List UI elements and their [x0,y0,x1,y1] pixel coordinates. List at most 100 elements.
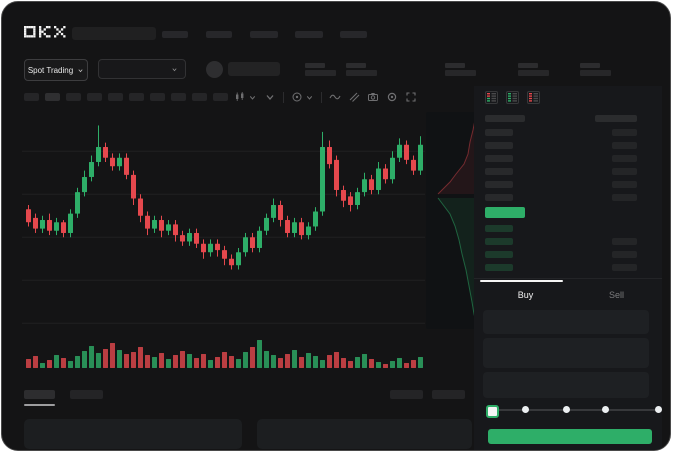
divider [474,278,662,279]
amount-slider[interactable] [491,409,658,411]
ask-price-placeholder[interactable] [485,181,513,188]
interval-dropdown-icon[interactable] [264,91,276,103]
bid-amount-placeholder[interactable] [612,251,637,258]
ask-price-placeholder[interactable] [485,155,513,162]
ob-header-amount[interactable] [595,115,637,122]
ask-amount-placeholder[interactable] [612,142,637,149]
bid-price-placeholder[interactable] [485,251,513,258]
candle-body [369,179,374,190]
stat-value-placeholder [580,70,611,76]
slider-handle[interactable] [486,405,499,418]
total-field[interactable] [483,372,649,398]
bottom-tab-order-history[interactable] [70,390,103,399]
slider-stop-dot[interactable] [655,406,662,413]
global-search-input[interactable] [72,27,156,40]
ask-amount-placeholder[interactable] [612,168,637,175]
ask-price-placeholder[interactable] [485,194,513,201]
ask-amount-placeholder[interactable] [612,155,637,162]
slider-stop-dot[interactable] [563,406,570,413]
ob-header-price[interactable] [485,115,525,122]
stat-value-placeholder [445,70,476,76]
slider-stop-dot[interactable] [522,406,529,413]
tab-buy[interactable]: Buy [480,285,571,305]
orderbook-both-icon[interactable] [485,91,498,104]
ask-price-placeholder[interactable] [485,142,513,149]
candlestick-chart[interactable] [22,112,425,372]
volume-bar [124,354,129,368]
interval-chip[interactable] [213,93,228,101]
interval-chip[interactable] [150,93,165,101]
interval-chip[interactable] [24,93,39,101]
ask-price-placeholder[interactable] [485,129,513,136]
interval-chip[interactable] [192,93,207,101]
candle-body [75,192,80,214]
price-field[interactable] [483,310,649,334]
market-type-dropdown[interactable]: Spot Trading [24,59,88,81]
volume-bar [250,347,255,368]
indicators-icon[interactable] [291,91,314,103]
ask-amount-placeholder[interactable] [612,181,637,188]
okx-logo[interactable] [24,26,66,38]
interval-chip[interactable] [108,93,123,101]
candle-body [159,220,164,231]
candle-body [173,224,178,236]
volume-bar [264,351,269,368]
slider-stop-dot[interactable] [602,406,609,413]
volume-bar [306,353,311,368]
line-tool-icon[interactable] [329,91,341,103]
chart-settings-icon[interactable] [386,91,398,103]
draw-tool-icon[interactable] [348,91,360,103]
volume-bar [180,351,185,368]
bid-amount-placeholder[interactable] [612,264,637,271]
nav-item-placeholder[interactable] [250,30,278,38]
nav-item-placeholder[interactable] [295,30,323,38]
bottom-active-tab-underline [24,404,55,406]
interval-chip[interactable] [171,93,186,101]
volume-bar [229,356,234,368]
bottom-action-chip[interactable] [390,390,423,399]
bottom-tab-open-orders[interactable] [24,390,55,399]
chart-type-icon[interactable] [234,91,257,103]
avatar[interactable] [206,61,223,78]
bottom-action-chip[interactable] [432,390,465,399]
nav-item-placeholder[interactable] [206,30,232,38]
candle-body [54,222,59,231]
bid-price-placeholder[interactable] [485,225,513,232]
last-price-badge[interactable] [485,207,525,218]
buy-submit-button[interactable] [488,429,652,444]
toolbar-divider [283,91,284,103]
ask-amount-placeholder[interactable] [612,194,637,201]
candle-body [334,159,339,190]
candle-body [208,243,213,253]
candle-body [383,168,388,180]
volume-bar [390,361,395,368]
candle-body [264,217,269,231]
snapshot-icon[interactable] [367,91,379,103]
nav-item-placeholder[interactable] [340,30,367,38]
ask-price-placeholder[interactable] [485,168,513,175]
volume-bar [327,355,332,368]
nav-item-placeholder[interactable] [162,30,188,38]
bid-price-placeholder[interactable] [485,238,513,245]
ask-amount-placeholder[interactable] [612,129,637,136]
interval-chip[interactable] [66,93,81,101]
stat-value-placeholder [518,70,549,76]
fullscreen-icon[interactable] [405,91,417,103]
volume-bar [201,354,206,368]
amount-field[interactable] [483,338,649,368]
candle-body [418,144,423,171]
candle-wick [98,125,99,167]
interval-toolbar [24,91,228,103]
interval-chip[interactable] [87,93,102,101]
bid-amount-placeholder[interactable] [612,238,637,245]
interval-chip[interactable] [129,93,144,101]
bid-price-placeholder[interactable] [485,264,513,271]
orderbook-bids-icon[interactable] [506,91,519,104]
tab-sell[interactable]: Sell [571,285,662,305]
orderbook-asks-icon[interactable] [527,91,540,104]
symbol-select-dropdown[interactable] [98,59,186,79]
volume-bar [54,355,59,368]
candle-body [320,146,325,212]
volume-bar [131,352,136,368]
interval-chip[interactable] [45,93,60,101]
